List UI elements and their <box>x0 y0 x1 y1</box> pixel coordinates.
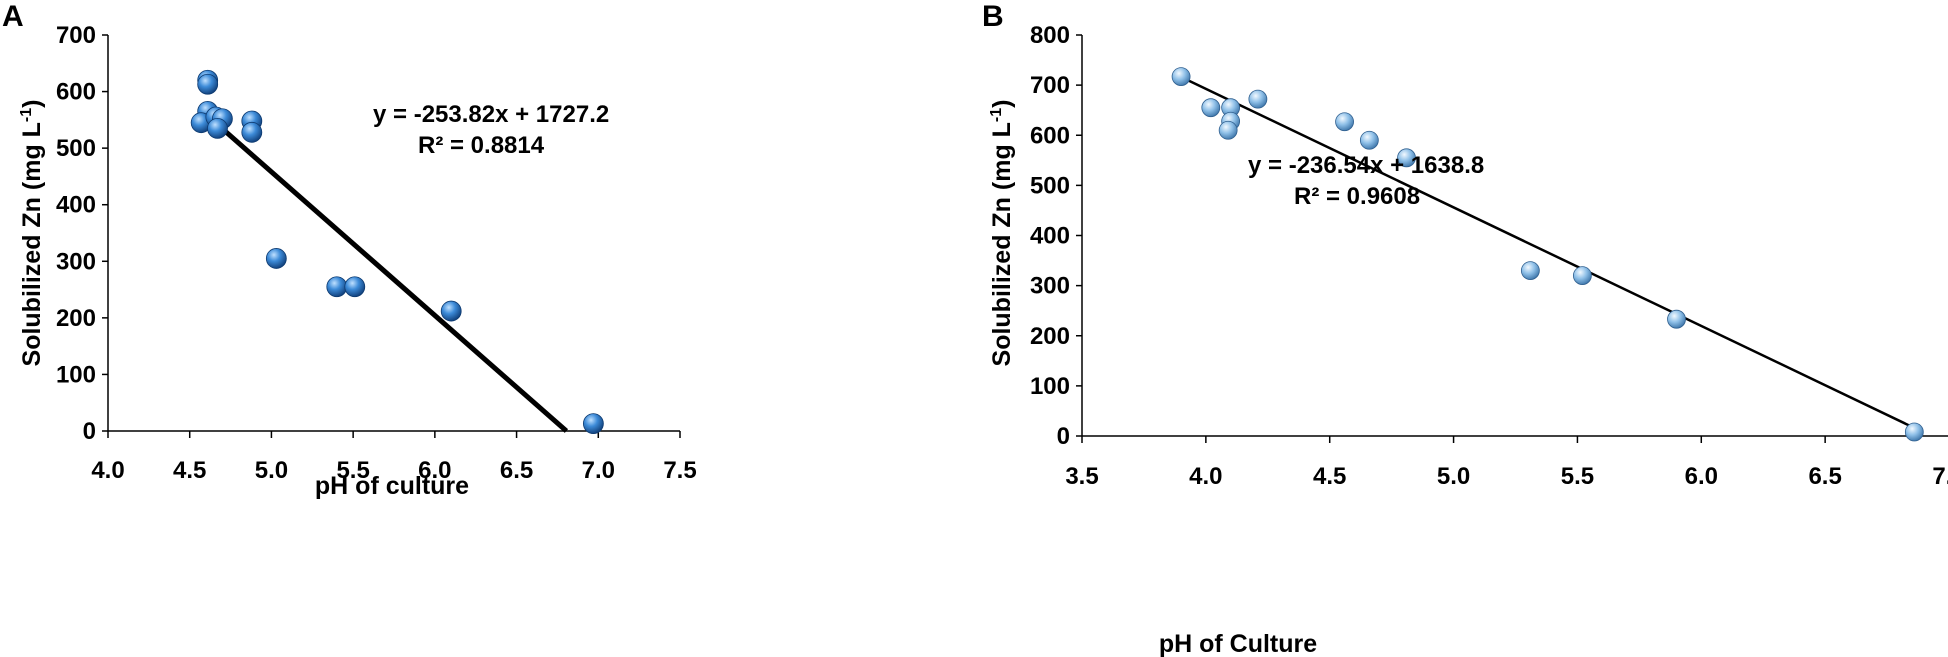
x-tick-label: 7.0 <box>1932 463 1948 490</box>
y-tick-label: 400 <box>1030 223 1070 250</box>
x-tick-label: 4.0 <box>1189 463 1222 490</box>
y-tick-label: 200 <box>56 305 96 332</box>
x-tick-label: 6.5 <box>1808 463 1841 490</box>
x-axis-ticks-b: 3.5 4.0 4.5 5.0 5.5 6.0 6.5 7.0 <box>1065 436 1948 490</box>
x-tick-label: 4.5 <box>1313 463 1346 490</box>
data-point <box>1248 89 1268 109</box>
data-point <box>207 117 228 139</box>
data-point <box>1520 261 1540 280</box>
y-axis-title-b: Solubilized Zn (mg L-1) <box>988 100 1016 367</box>
r-squared-a: R² = 0.8814 <box>418 132 545 159</box>
x-tick-label: 7.0 <box>582 457 615 484</box>
data-point <box>1359 130 1379 150</box>
data-point <box>265 248 287 269</box>
data-point <box>241 121 263 143</box>
y-axis-title-sup-a: -1 <box>18 108 35 122</box>
y-tick-label: 500 <box>1030 172 1070 199</box>
data-point <box>582 413 604 435</box>
x-tick-label: 6.0 <box>1685 463 1718 490</box>
y-tick-label: 700 <box>1030 72 1070 99</box>
y-axis-title-a: Solubilized Zn (mg L-1) <box>18 100 46 367</box>
equation-b: y = -236.54x + 1638.8 <box>1248 152 1484 179</box>
y-tick-label: 400 <box>56 192 96 219</box>
y-tick-label: 600 <box>56 79 96 106</box>
y-axis-title-suffix-b: ) <box>988 100 1016 108</box>
y-tick-label: 0 <box>1057 423 1070 450</box>
y-tick-label: 300 <box>1030 273 1070 300</box>
x-tick-label: 5.5 <box>1561 463 1594 490</box>
data-point <box>1904 422 1924 442</box>
y-tick-label: 100 <box>56 361 96 388</box>
x-tick-label: 5.5 <box>336 457 369 484</box>
x-axis-ticks-a: 4.0 4.5 5.0 5.5 6.0 6.5 7.0 7.5 <box>91 431 697 484</box>
data-point <box>197 73 219 95</box>
y-tick-label: 500 <box>56 135 96 162</box>
x-tick-label: 3.5 <box>1065 463 1098 490</box>
data-point <box>1335 112 1354 132</box>
x-tick-label: 4.0 <box>91 457 124 484</box>
x-tick-label: 6.0 <box>418 457 451 484</box>
data-point <box>1667 309 1686 329</box>
equation-a: y = -253.82x + 1727.2 <box>373 101 609 128</box>
y-axis-title-sup-b: -1 <box>988 108 1005 122</box>
y-tick-label: 600 <box>1030 122 1070 149</box>
y-axis-title-suffix-a: ) <box>18 100 46 108</box>
data-point <box>344 276 366 298</box>
y-tick-label: 700 <box>56 22 96 49</box>
data-point <box>1572 266 1592 286</box>
data-points-a <box>190 69 604 435</box>
chart-panel-b: B 0 100 200 300 400 500 600 700 800 3.5 4.0 4.5 5.0… <box>982 0 1948 657</box>
x-tick-label: 4.5 <box>173 457 206 484</box>
x-tick-label: 5.0 <box>255 457 288 484</box>
data-point <box>1218 120 1238 140</box>
x-tick-label: 7.5 <box>663 457 696 484</box>
x-tick-label: 6.5 <box>500 457 533 484</box>
x-axis-title-a: pH of culture <box>315 472 469 500</box>
y-axis-ticks-b: 0 100 200 300 400 500 600 700 800 <box>1030 22 1082 450</box>
r-squared-b: R² = 0.9608 <box>1294 183 1420 210</box>
y-axis-title-text-b: Solubilized Zn (mg L <box>988 122 1016 366</box>
data-point <box>326 276 348 298</box>
chart-panel-a: A 0 100 200 300 400 500 600 700 4.0 4.5 5.0 5.5 6.0… <box>2 0 697 500</box>
panel-label-a: A <box>2 0 24 33</box>
y-tick-label: 800 <box>1030 22 1070 49</box>
trendline-b <box>1180 75 1918 431</box>
x-tick-label: 5.0 <box>1437 463 1470 490</box>
y-tick-label: 0 <box>83 418 96 445</box>
x-axis-title-b: pH of Culture <box>1159 630 1317 657</box>
y-tick-label: 100 <box>1030 373 1070 400</box>
data-point <box>440 300 462 322</box>
data-points-b <box>1171 67 1924 442</box>
y-tick-label: 300 <box>56 248 96 275</box>
y-axis-title-text-a: Solubilized Zn (mg L <box>18 122 46 366</box>
y-tick-label: 200 <box>1030 323 1070 350</box>
data-point <box>1201 98 1221 118</box>
trendline-a <box>199 108 569 433</box>
y-axis-ticks-a: 0 100 200 300 400 500 600 700 <box>56 22 108 445</box>
data-point <box>1397 148 1416 168</box>
data-point <box>1171 67 1191 87</box>
panel-label-b: B <box>982 0 1004 33</box>
